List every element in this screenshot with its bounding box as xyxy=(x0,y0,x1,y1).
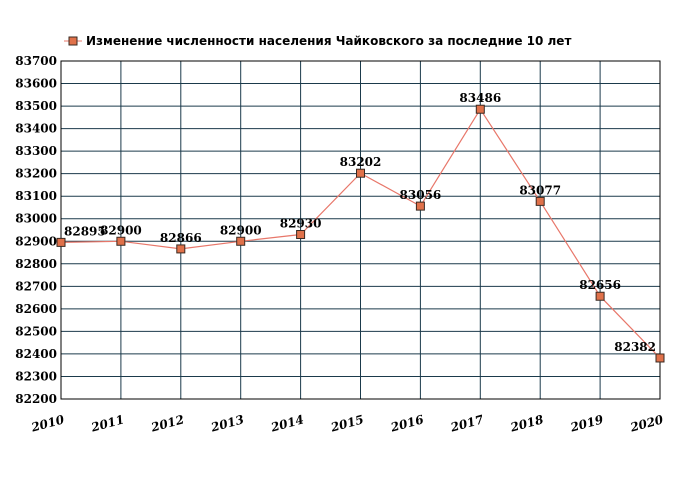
x-tick-label: 2016 xyxy=(388,412,425,435)
x-tick-label: 2018 xyxy=(508,412,545,435)
data-label: 82866 xyxy=(160,231,202,245)
data-point xyxy=(655,353,665,363)
y-tick-label: 83600 xyxy=(15,77,57,91)
data-point xyxy=(56,237,66,247)
y-tick-label: 82200 xyxy=(15,392,57,406)
y-tick-label: 83700 xyxy=(15,54,57,68)
x-tick-label: 2020 xyxy=(628,412,665,435)
data-point xyxy=(595,291,605,301)
x-tick-label: 2010 xyxy=(29,412,66,435)
y-tick-label: 83500 xyxy=(15,99,57,113)
y-tick-label: 82600 xyxy=(15,302,57,316)
data-point xyxy=(116,236,126,246)
data-label: 83077 xyxy=(519,183,561,197)
y-tick-label: 83200 xyxy=(15,167,57,181)
y-tick-label: 82400 xyxy=(15,347,57,361)
data-label: 82900 xyxy=(100,223,142,237)
legend-label: Изменение численности населения Чайковск… xyxy=(86,34,571,48)
data-point xyxy=(236,236,246,246)
chart-legend: Изменение численности населения Чайковск… xyxy=(64,34,571,48)
x-tick-label: 2011 xyxy=(89,412,126,434)
data-point xyxy=(475,104,485,114)
data-label: 82900 xyxy=(220,223,262,237)
data-point xyxy=(296,230,306,240)
data-point xyxy=(415,201,425,211)
y-tick-label: 83000 xyxy=(15,212,57,226)
data-label: 83056 xyxy=(400,188,442,202)
y-tick-label: 82800 xyxy=(15,257,57,271)
data-label: 83486 xyxy=(459,91,501,105)
data-label: 82895 xyxy=(64,224,106,238)
legend-marker-swatch xyxy=(68,36,78,46)
data-point xyxy=(535,196,545,206)
data-point xyxy=(356,168,365,178)
y-tick-label: 83400 xyxy=(15,122,57,136)
data-label: 83202 xyxy=(340,155,382,169)
y-tick-label: 83300 xyxy=(15,144,57,158)
x-tick-label: 2017 xyxy=(448,412,485,435)
x-tick-label: 2013 xyxy=(209,412,246,434)
y-tick-label: 82300 xyxy=(15,369,57,383)
y-axis: 82200 82300 82400 82500 82600 82700 82800 82900… xyxy=(15,54,57,406)
data-point xyxy=(176,244,186,254)
x-tick-label: 2012 xyxy=(149,412,186,434)
x-tick-label: 2019 xyxy=(568,412,605,435)
data-label: 82382 xyxy=(614,340,656,354)
y-tick-label: 82900 xyxy=(15,234,57,248)
data-label: 82656 xyxy=(579,278,621,292)
x-tick-label: 2014 xyxy=(269,412,306,434)
grid-lines xyxy=(60,60,661,400)
x-tick-label: 2015 xyxy=(328,412,365,434)
y-tick-label: 83100 xyxy=(15,189,57,203)
data-label: 82930 xyxy=(280,217,322,231)
plot-frame xyxy=(60,60,661,400)
y-tick-label: 82700 xyxy=(15,279,57,293)
y-tick-label: 82500 xyxy=(15,324,57,338)
series-population xyxy=(56,104,665,363)
x-axis: 2010 2011 2012 2013 2014 2015 2016 2017 2018 2019… xyxy=(29,412,665,435)
